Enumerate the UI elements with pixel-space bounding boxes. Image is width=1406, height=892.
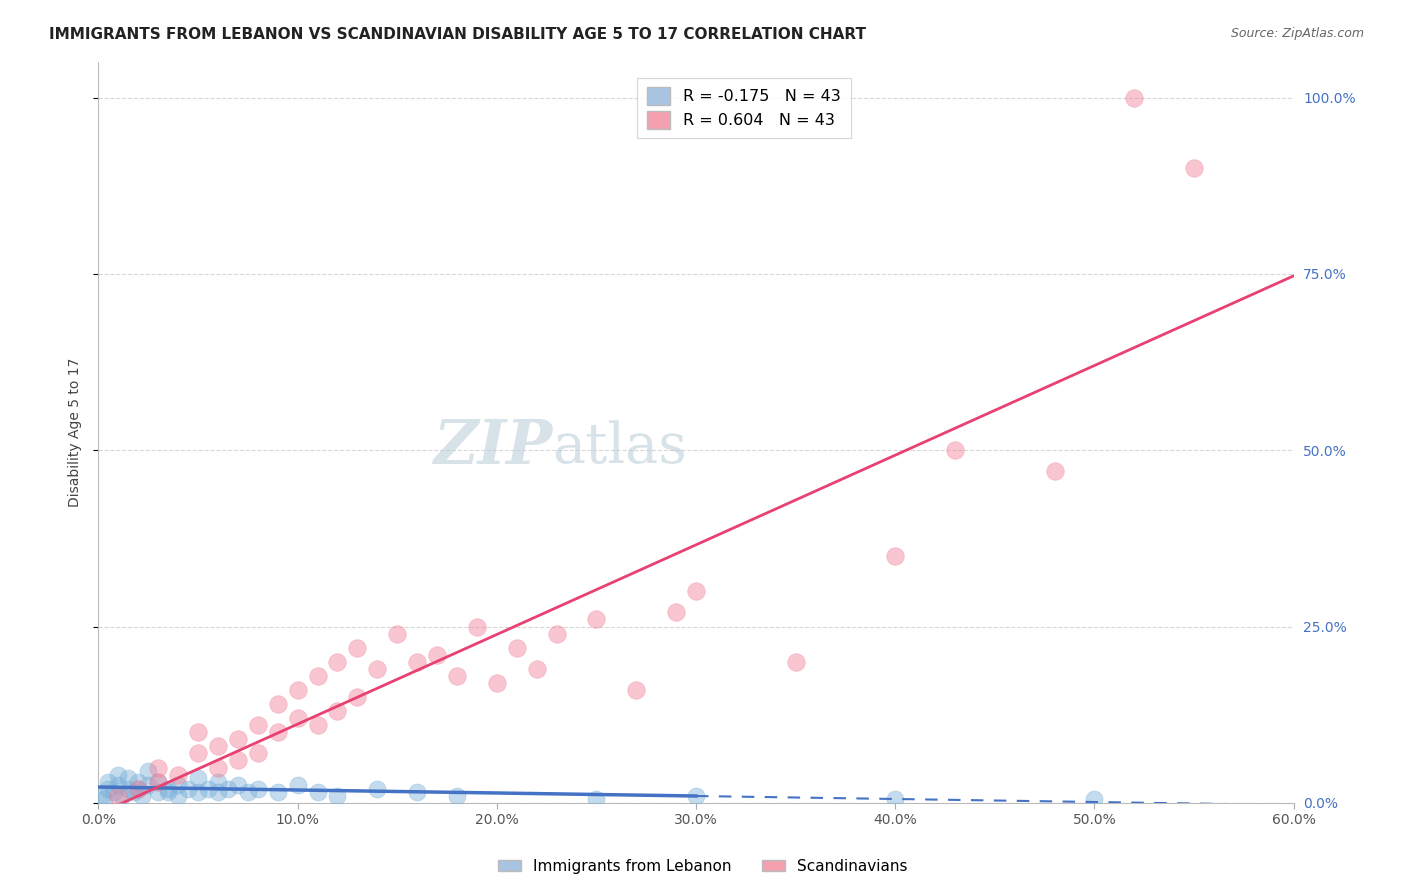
- Point: [446, 789, 468, 803]
- Point: [287, 683, 309, 698]
- Point: [187, 785, 209, 799]
- Legend: R = -0.175   N = 43, R = 0.604   N = 43: R = -0.175 N = 43, R = 0.604 N = 43: [637, 78, 851, 138]
- Point: [167, 767, 190, 781]
- Point: [226, 754, 249, 768]
- Point: [124, 785, 146, 799]
- Text: atlas: atlas: [553, 420, 688, 475]
- Point: [131, 789, 153, 803]
- Point: [267, 725, 290, 739]
- Point: [626, 683, 648, 698]
- Point: [117, 771, 139, 785]
- Point: [346, 690, 368, 704]
- Y-axis label: Disability Age 5 to 17: Disability Age 5 to 17: [69, 358, 83, 508]
- Text: ZIP: ZIP: [433, 417, 553, 477]
- Point: [217, 781, 239, 796]
- Point: [326, 789, 349, 803]
- Point: [426, 648, 449, 662]
- Point: [226, 732, 249, 747]
- Text: IMMIGRANTS FROM LEBANON VS SCANDINAVIAN DISABILITY AGE 5 TO 17 CORRELATION CHART: IMMIGRANTS FROM LEBANON VS SCANDINAVIAN …: [49, 27, 866, 42]
- Point: [485, 676, 508, 690]
- Point: [446, 669, 468, 683]
- Point: [148, 774, 170, 789]
- Point: [1123, 91, 1146, 105]
- Point: [665, 606, 688, 620]
- Point: [136, 764, 159, 778]
- Point: [91, 789, 114, 803]
- Point: [406, 655, 429, 669]
- Point: [97, 774, 120, 789]
- Point: [785, 655, 807, 669]
- Point: [685, 584, 707, 599]
- Point: [236, 785, 259, 799]
- Point: [585, 792, 607, 806]
- Point: [287, 778, 309, 792]
- Point: [267, 785, 290, 799]
- Legend: Immigrants from Lebanon, Scandinavians: Immigrants from Lebanon, Scandinavians: [492, 853, 914, 880]
- Point: [546, 626, 568, 640]
- Point: [1182, 161, 1205, 176]
- Point: [157, 781, 180, 796]
- Point: [148, 774, 170, 789]
- Point: [246, 718, 269, 732]
- Point: [148, 785, 170, 799]
- Point: [107, 778, 129, 792]
- Point: [93, 792, 115, 806]
- Point: [366, 662, 388, 676]
- Point: [326, 704, 349, 718]
- Point: [884, 792, 907, 806]
- Point: [1043, 464, 1066, 478]
- Point: [187, 747, 209, 761]
- Point: [226, 778, 249, 792]
- Point: [167, 789, 190, 803]
- Point: [307, 669, 329, 683]
- Point: [287, 711, 309, 725]
- Point: [307, 718, 329, 732]
- Point: [406, 785, 429, 799]
- Point: [136, 778, 159, 792]
- Point: [366, 781, 388, 796]
- Point: [385, 626, 409, 640]
- Point: [148, 760, 170, 774]
- Point: [267, 697, 290, 711]
- Point: [157, 785, 180, 799]
- Point: [246, 747, 269, 761]
- Point: [187, 771, 209, 785]
- Point: [1083, 792, 1105, 806]
- Point: [585, 612, 607, 626]
- Point: [884, 549, 907, 563]
- Point: [127, 774, 149, 789]
- Point: [107, 767, 129, 781]
- Point: [526, 662, 548, 676]
- Point: [111, 789, 134, 803]
- Point: [326, 655, 349, 669]
- Point: [307, 785, 329, 799]
- Point: [506, 640, 529, 655]
- Point: [127, 781, 149, 796]
- Text: Source: ZipAtlas.com: Source: ZipAtlas.com: [1230, 27, 1364, 40]
- Point: [207, 739, 229, 754]
- Point: [177, 781, 200, 796]
- Point: [197, 781, 219, 796]
- Point: [346, 640, 368, 655]
- Point: [207, 785, 229, 799]
- Point: [103, 785, 125, 799]
- Point: [117, 781, 139, 796]
- Point: [465, 619, 488, 633]
- Point: [127, 781, 149, 796]
- Point: [207, 774, 229, 789]
- Point: [107, 789, 129, 803]
- Point: [167, 778, 190, 792]
- Point: [246, 781, 269, 796]
- Point: [97, 781, 120, 796]
- Point: [943, 443, 966, 458]
- Point: [685, 789, 707, 803]
- Point: [187, 725, 209, 739]
- Point: [207, 760, 229, 774]
